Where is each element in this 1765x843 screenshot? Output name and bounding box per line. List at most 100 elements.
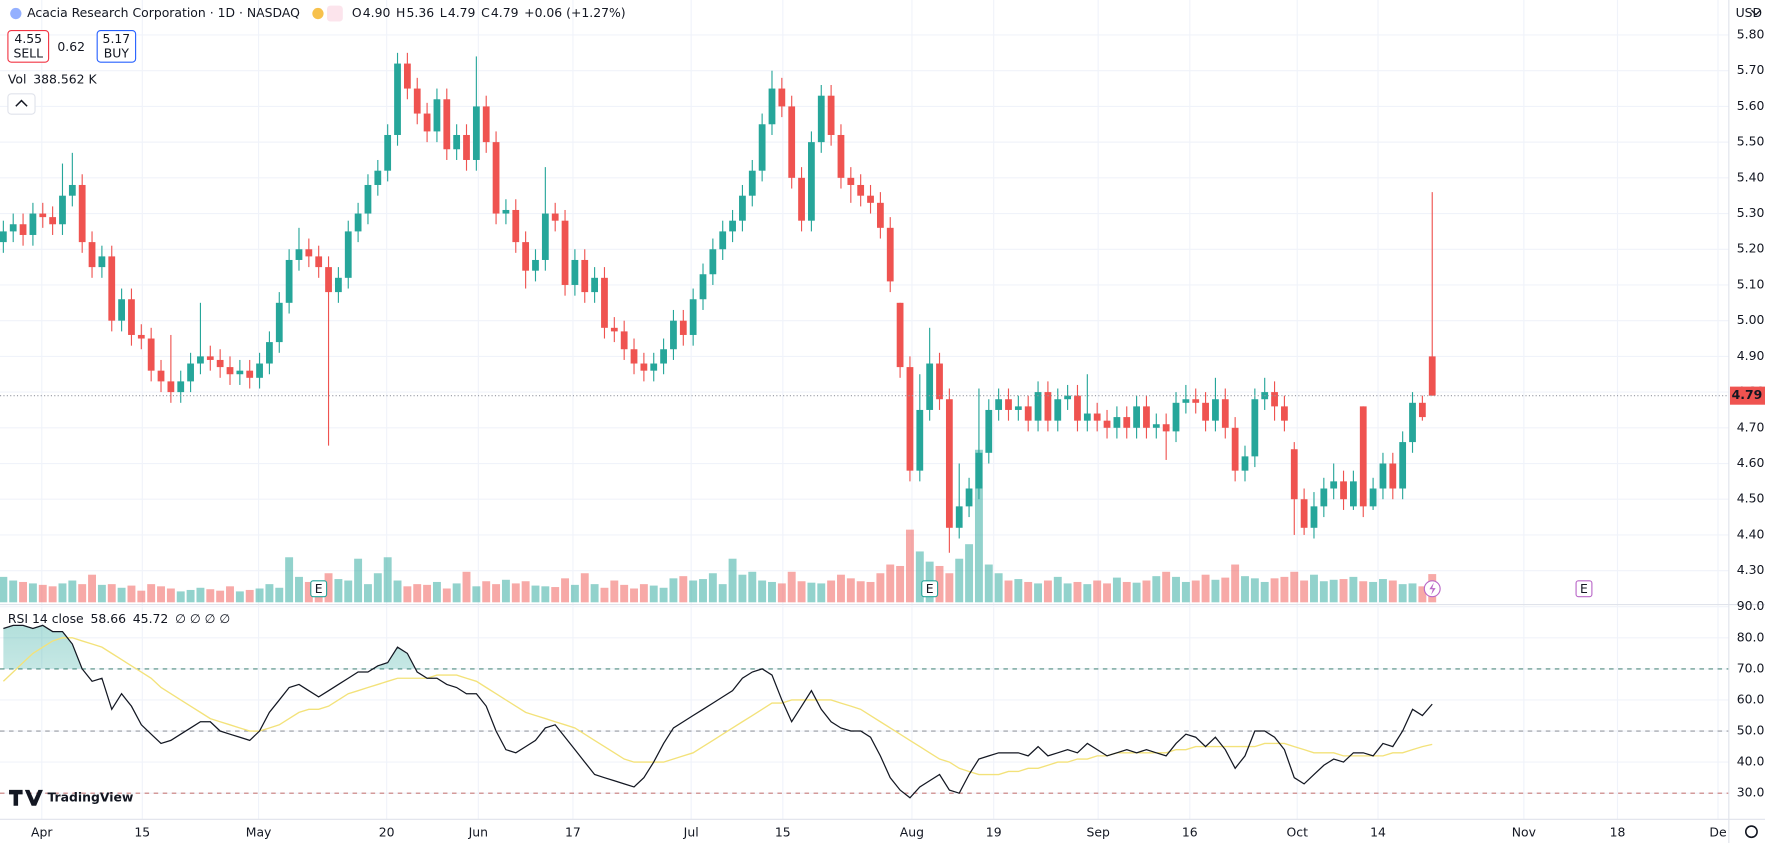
volume-bar — [216, 590, 225, 603]
legend-text: 4.79 — [491, 5, 519, 20]
volume-bar — [610, 580, 619, 603]
candle-body — [847, 177, 855, 185]
volume-bar — [708, 573, 717, 603]
volume-bar — [452, 583, 461, 603]
volume-bar — [117, 587, 126, 603]
volume-bar — [97, 584, 106, 603]
settings-button[interactable] — [1744, 825, 1758, 839]
volume-bar — [521, 581, 530, 603]
sell-button[interactable] — [7, 29, 50, 63]
volume-bar — [620, 584, 629, 603]
candle-body — [650, 363, 658, 371]
candle-body — [926, 363, 934, 410]
volume-bar — [462, 571, 471, 603]
y-tick-label: 4.50 — [1737, 491, 1765, 506]
candle-body — [1399, 442, 1407, 489]
x-tick-label: Jul — [683, 824, 699, 839]
candle-body — [532, 259, 539, 271]
candle-body — [374, 170, 382, 185]
candle-body — [482, 106, 490, 143]
volume-bar — [255, 588, 264, 603]
x-tick-label: May — [246, 824, 272, 839]
candle-body — [1113, 417, 1121, 428]
y-tick-label: 5.40 — [1737, 169, 1765, 184]
volume-bar — [1103, 583, 1111, 603]
y-tick-label: 4.60 — [1737, 455, 1765, 470]
buy-price: 5.17 — [103, 31, 131, 46]
volume-bar — [600, 587, 609, 603]
volume-bar — [846, 578, 855, 603]
volume-bar — [147, 584, 156, 603]
volume-bar — [383, 557, 392, 603]
candle-body — [1231, 427, 1239, 471]
volume-bar — [0, 576, 8, 603]
candle-body — [670, 320, 677, 350]
candle-body — [1212, 399, 1219, 421]
candle-body — [817, 95, 825, 143]
volume-bar — [1191, 580, 1200, 603]
candle-body — [88, 242, 96, 268]
legend-text: 5.36 — [406, 5, 434, 20]
volume-bar — [1378, 579, 1387, 603]
volume-bar — [1408, 583, 1417, 603]
volume-bar — [580, 573, 589, 603]
volume-bar — [1093, 580, 1102, 603]
volume-bar — [196, 587, 205, 603]
candle-body — [266, 342, 273, 364]
candle-body — [157, 370, 165, 382]
collapse-button[interactable] — [7, 93, 36, 115]
candle-body — [0, 231, 7, 243]
volume-bar — [866, 581, 875, 603]
candle-body — [49, 217, 57, 225]
candle-body — [98, 256, 106, 268]
volume-bar — [1369, 581, 1378, 603]
volume-bar — [157, 586, 165, 603]
candle-body — [108, 256, 116, 321]
x-tick-label: 16 — [1182, 824, 1198, 839]
candle-body — [335, 277, 342, 293]
volume-bar — [1349, 576, 1358, 603]
legend-text: ∅ ∅ ∅ ∅ — [175, 611, 230, 626]
currency-dropdown[interactable] — [1750, 9, 1761, 16]
volume-bar — [265, 584, 274, 603]
buy-button[interactable] — [96, 29, 137, 63]
candle-body — [246, 370, 254, 378]
volume-bar — [442, 588, 451, 603]
candle-body — [1290, 449, 1298, 500]
volume-bar — [245, 589, 254, 603]
candle-body — [177, 381, 185, 393]
candle-body — [1083, 413, 1091, 421]
candle-body — [729, 220, 736, 232]
candle-body — [147, 338, 155, 371]
earnings-label: E — [1580, 581, 1588, 596]
candle-body — [403, 63, 411, 89]
legend-text: 388.562 K — [33, 72, 97, 87]
volume-bar — [787, 571, 796, 603]
candle-body — [1064, 395, 1072, 400]
candle-body — [955, 506, 963, 528]
candle-body — [945, 399, 953, 528]
volume-bar — [1034, 583, 1043, 603]
candle-body — [128, 299, 135, 335]
candle-body — [1182, 399, 1190, 403]
candle-body — [305, 249, 313, 257]
volume-bar — [758, 580, 767, 603]
volume-bar — [176, 591, 185, 603]
volume-bar — [1260, 581, 1269, 603]
legend-text: C — [481, 5, 490, 20]
volume-bar — [748, 571, 757, 603]
candle-body — [1162, 424, 1170, 432]
rsi-tick-label: 60.00 — [1737, 691, 1765, 706]
volume-bar — [768, 581, 776, 603]
candle-body — [423, 113, 431, 132]
volume-bar — [974, 449, 983, 603]
legend-text: L — [440, 5, 447, 20]
volume-bar — [1122, 581, 1131, 603]
candle-body — [275, 302, 283, 343]
candle-body — [1024, 406, 1032, 421]
volume-bar — [965, 544, 974, 603]
volume-bar — [482, 581, 491, 603]
candle-body — [78, 184, 86, 243]
candle-body — [689, 299, 697, 335]
volume-bar — [127, 585, 136, 603]
